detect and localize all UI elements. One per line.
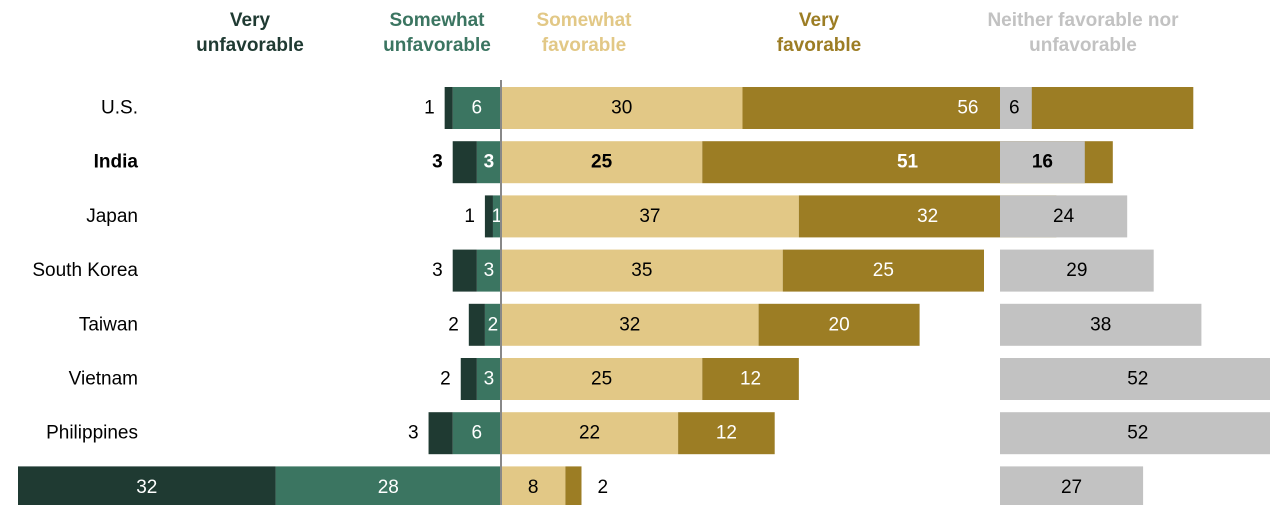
bar-very-favorable bbox=[565, 466, 582, 505]
category-label: South Korea bbox=[32, 260, 138, 281]
value-label-somewhat-favorable: 37 bbox=[639, 206, 660, 227]
value-label-somewhat-unfavorable: 6 bbox=[472, 423, 483, 444]
header-somewhat-unfav-line-2: unfavorable bbox=[383, 35, 491, 56]
bar-very-favorable bbox=[782, 249, 984, 292]
value-label-very-favorable: 12 bbox=[716, 423, 737, 444]
bar-neither bbox=[1000, 303, 1202, 346]
bar-somewhat-unfavorable bbox=[476, 141, 501, 184]
bar-very-unfavorable bbox=[468, 303, 485, 346]
bar-somewhat-unfavorable bbox=[452, 87, 501, 129]
value-label-very-unfavorable: 32 bbox=[136, 477, 157, 498]
header-somewhat-fav-line-2: favorable bbox=[542, 35, 626, 56]
bar-neither bbox=[1000, 141, 1085, 184]
category-label: India bbox=[94, 152, 139, 173]
bar-neither bbox=[1000, 195, 1128, 238]
header-neither-line-1: Neither favorable nor bbox=[987, 10, 1179, 31]
bar-somewhat-favorable bbox=[501, 249, 783, 292]
value-label-somewhat-unfavorable: 6 bbox=[472, 98, 483, 119]
bar-neither bbox=[1000, 412, 1270, 455]
bar-very-favorable bbox=[742, 87, 1194, 129]
value-label-somewhat-unfavorable: 3 bbox=[484, 260, 495, 281]
bar-somewhat-favorable bbox=[501, 87, 743, 129]
category-label: Vietnam bbox=[69, 369, 138, 390]
bar-somewhat-unfavorable bbox=[476, 358, 501, 400]
value-label-somewhat-favorable: 32 bbox=[619, 314, 640, 335]
value-label-somewhat-unfavorable: 3 bbox=[484, 369, 495, 390]
bar-somewhat-favorable bbox=[501, 412, 679, 455]
bar-very-unfavorable bbox=[452, 249, 477, 292]
value-label-very-unfavorable: 3 bbox=[432, 260, 443, 281]
value-label-very-favorable: 2 bbox=[598, 477, 609, 498]
value-label-somewhat-favorable: 25 bbox=[591, 369, 612, 390]
value-label-very-favorable: 20 bbox=[829, 314, 850, 335]
value-label-neither: 52 bbox=[1127, 423, 1148, 444]
bar-somewhat-unfavorable bbox=[484, 303, 501, 346]
value-label-very-favorable: 12 bbox=[740, 369, 761, 390]
value-label-somewhat-favorable: 30 bbox=[611, 98, 632, 119]
bar-very-unfavorable bbox=[18, 466, 276, 505]
bar-very-favorable bbox=[702, 358, 799, 400]
bar-somewhat-unfavorable bbox=[452, 412, 501, 455]
header-very-fav-line-2: favorable bbox=[777, 35, 861, 56]
value-label-very-favorable: 25 bbox=[873, 260, 894, 281]
bar-somewhat-favorable bbox=[501, 141, 703, 184]
value-label-somewhat-unfavorable: 28 bbox=[378, 477, 399, 498]
value-label-neither: 38 bbox=[1090, 314, 1111, 335]
value-label-very-unfavorable: 1 bbox=[464, 206, 475, 227]
category-label: Japan bbox=[86, 206, 138, 227]
value-label-somewhat-favorable: 8 bbox=[528, 477, 539, 498]
value-label-somewhat-favorable: 25 bbox=[591, 152, 613, 173]
value-label-very-unfavorable: 1 bbox=[424, 98, 435, 119]
bar-somewhat-unfavorable bbox=[275, 466, 501, 505]
bar-very-favorable bbox=[678, 412, 775, 455]
bar-somewhat-unfavorable bbox=[476, 249, 501, 292]
value-label-very-unfavorable: 3 bbox=[408, 423, 419, 444]
bar-somewhat-favorable bbox=[501, 358, 703, 400]
value-label-somewhat-unfavorable: 3 bbox=[484, 152, 495, 173]
value-label-very-unfavorable: 2 bbox=[440, 369, 451, 390]
bar-very-unfavorable bbox=[428, 412, 453, 455]
bar-neither bbox=[1000, 87, 1032, 129]
value-label-very-favorable: 51 bbox=[897, 152, 919, 173]
value-label-very-favorable: 56 bbox=[957, 98, 978, 119]
bar-somewhat-favorable bbox=[501, 195, 799, 238]
header-very-fav-line-1: Very bbox=[799, 10, 840, 31]
value-label-neither: 29 bbox=[1066, 260, 1087, 281]
value-label-somewhat-unfavorable: 2 bbox=[488, 314, 499, 335]
bar-somewhat-favorable bbox=[501, 466, 566, 505]
value-label-somewhat-favorable: 35 bbox=[631, 260, 652, 281]
header-somewhat-unfav-line-1: Somewhat bbox=[389, 10, 485, 31]
value-label-neither: 52 bbox=[1127, 369, 1148, 390]
value-label-somewhat-favorable: 22 bbox=[579, 423, 600, 444]
bar-very-unfavorable bbox=[460, 358, 477, 400]
header-somewhat-fav-line-1: Somewhat bbox=[536, 10, 632, 31]
bar-very-unfavorable bbox=[444, 87, 453, 129]
category-label: Taiwan bbox=[79, 314, 138, 335]
value-label-neither: 27 bbox=[1061, 477, 1082, 498]
value-label-very-favorable: 32 bbox=[917, 206, 938, 227]
bar-very-unfavorable bbox=[452, 141, 477, 184]
value-label-somewhat-unfavorable: 1 bbox=[492, 206, 503, 227]
header-very-unfav-line-2: unfavorable bbox=[196, 35, 304, 56]
header-neither-line-2: unfavorable bbox=[1029, 35, 1137, 56]
bar-neither bbox=[1000, 466, 1144, 505]
value-label-neither: 16 bbox=[1032, 152, 1053, 173]
bar-very-favorable bbox=[758, 303, 920, 346]
category-label: U.S. bbox=[101, 98, 138, 119]
value-label-neither: 24 bbox=[1053, 206, 1075, 227]
value-label-neither: 6 bbox=[1009, 98, 1020, 119]
value-label-very-unfavorable: 3 bbox=[432, 152, 443, 173]
bar-very-unfavorable bbox=[484, 195, 493, 238]
header-very-unfav-line-1: Very bbox=[230, 10, 271, 31]
value-label-very-unfavorable: 2 bbox=[448, 314, 459, 335]
bar-neither bbox=[1000, 249, 1154, 292]
bar-somewhat-unfavorable bbox=[492, 195, 501, 238]
bar-neither bbox=[1000, 358, 1270, 400]
category-label: Philippines bbox=[46, 423, 138, 444]
bar-somewhat-favorable bbox=[501, 303, 759, 346]
